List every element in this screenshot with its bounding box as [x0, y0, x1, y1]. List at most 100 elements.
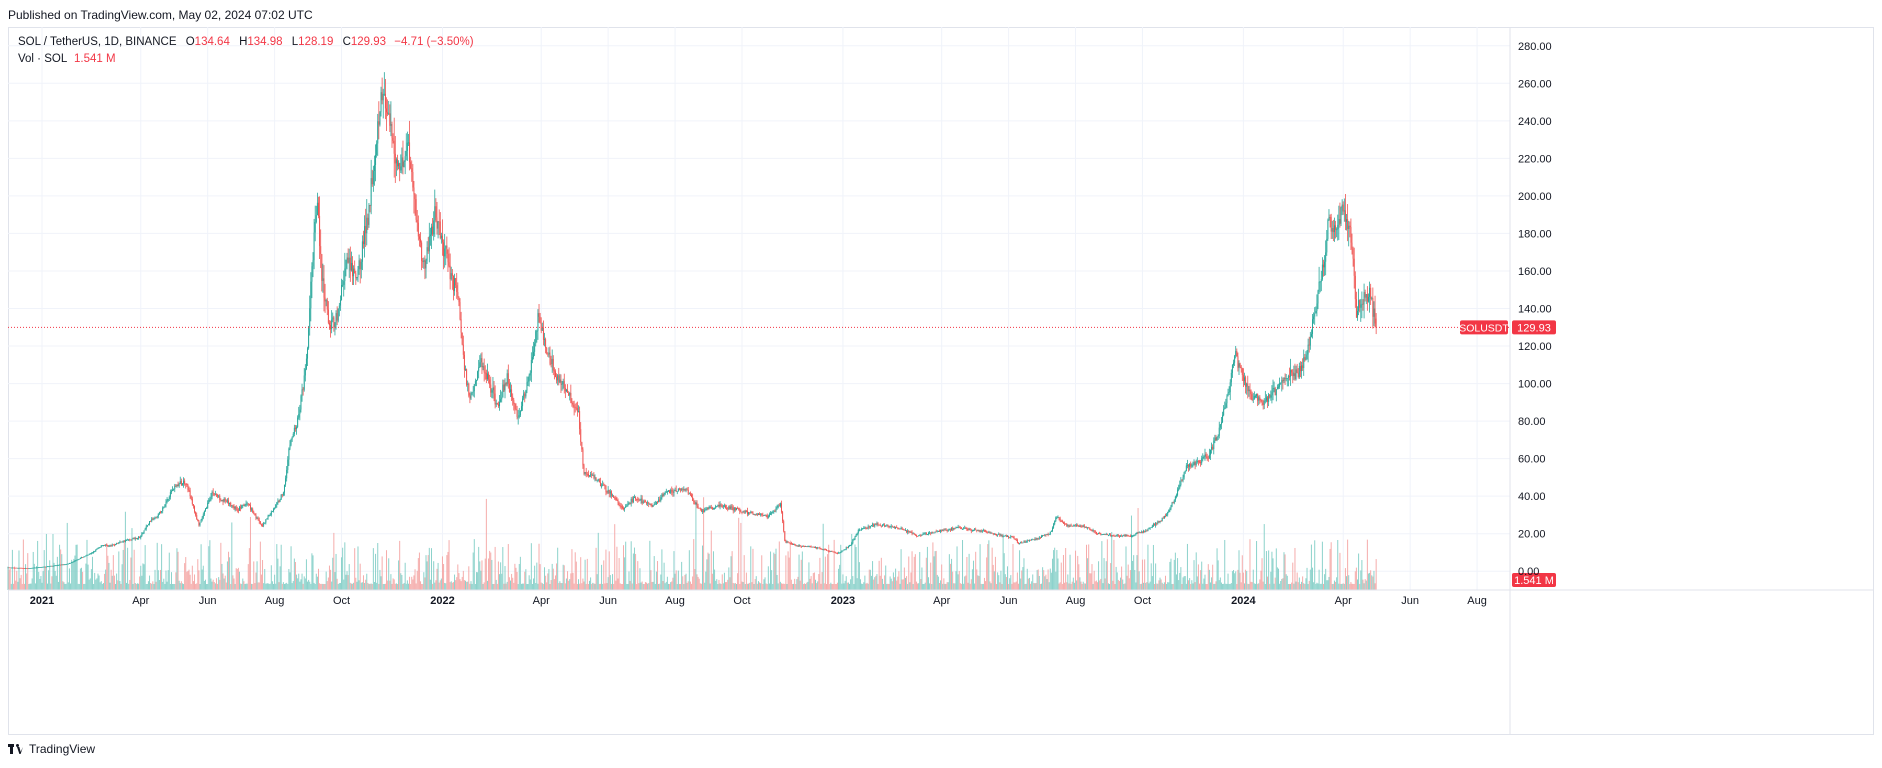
candle-body	[282, 492, 284, 496]
candle-body	[929, 532, 931, 534]
candle-body	[834, 552, 836, 553]
volume-bar	[996, 583, 998, 590]
candle-body	[23, 568, 25, 569]
legend-symbol[interactable]: SOL / TetherUS, 1D, BINANCE	[18, 36, 177, 48]
volume-bar	[632, 553, 634, 590]
volume-bar	[1090, 573, 1092, 590]
candle-body	[982, 530, 984, 532]
candle-body	[932, 532, 934, 533]
volume-bar	[770, 551, 772, 590]
candle-body	[406, 142, 408, 151]
volume-bar	[228, 551, 230, 590]
candle-body	[465, 369, 467, 370]
candle-body	[409, 142, 411, 163]
volume-bar	[626, 583, 628, 590]
candle-body	[957, 526, 959, 528]
candle-body	[996, 534, 998, 535]
volume-bar	[1302, 576, 1304, 590]
volume-bar	[1051, 558, 1053, 590]
volume-bar	[633, 547, 635, 590]
candle-body	[179, 480, 181, 484]
volume-bar	[378, 583, 380, 590]
legend-volume-label[interactable]: Vol · SOL	[18, 53, 67, 65]
volume-bar	[358, 580, 360, 590]
volume-bar	[511, 573, 513, 590]
candle-body	[1169, 508, 1171, 510]
candle-body	[1296, 369, 1298, 373]
candle-body	[357, 269, 359, 278]
volume-bar	[1077, 555, 1079, 590]
volume-bar	[944, 583, 946, 590]
volume-bar	[766, 583, 768, 590]
volume-bar	[122, 549, 124, 590]
candle-body	[217, 495, 219, 497]
candle-body	[94, 551, 96, 553]
candle-body	[971, 530, 973, 531]
candle-body	[616, 500, 618, 501]
candle-body	[564, 387, 566, 392]
volume-bar	[494, 546, 496, 590]
volume-bar	[125, 582, 127, 590]
volume-bar	[917, 583, 919, 590]
candle-body	[320, 246, 322, 255]
candle-body	[482, 366, 484, 368]
candle-body	[733, 507, 735, 511]
candle-body	[500, 399, 502, 402]
candle-body	[1326, 238, 1328, 253]
candle-body	[980, 530, 982, 532]
candle-body	[1312, 319, 1314, 334]
y-tick-label: 280.00	[1518, 41, 1552, 53]
candle-body	[262, 524, 264, 526]
volume-bar	[1372, 576, 1374, 590]
candle-body	[1130, 535, 1132, 537]
volume-bar	[483, 582, 485, 590]
candle-body	[184, 480, 186, 484]
volume-bar	[357, 546, 359, 590]
candle-body	[633, 497, 635, 499]
volume-bar	[1346, 576, 1348, 590]
candle-body	[1228, 392, 1230, 394]
volume-bar	[704, 582, 706, 590]
volume-bar	[629, 580, 631, 590]
candle-body	[1020, 542, 1022, 544]
volume-bar	[334, 572, 336, 590]
candle-body	[187, 484, 189, 490]
candle-body	[1140, 531, 1142, 533]
volume-bar	[309, 581, 311, 590]
volume-bar	[322, 583, 324, 590]
candle-body	[816, 547, 818, 549]
footer-brand[interactable]: TradingView	[29, 742, 96, 756]
candle-body	[625, 505, 627, 508]
candle-body	[391, 124, 393, 138]
volume-bar	[748, 583, 750, 590]
volume-bar	[275, 583, 277, 590]
volume-bar	[1288, 583, 1290, 590]
volume-bar	[320, 583, 322, 590]
candle-body	[78, 558, 80, 560]
candle-body	[416, 219, 418, 223]
x-tick-label: Apr	[1335, 595, 1352, 607]
candle-body	[1069, 525, 1071, 527]
volume-bar	[736, 583, 738, 590]
candle-body	[886, 525, 888, 527]
candle-body	[1021, 542, 1023, 543]
candle-body	[523, 393, 525, 399]
volume-bar	[884, 575, 886, 590]
volume-bar	[1121, 566, 1123, 590]
volume-bar	[489, 550, 491, 590]
volume-bar	[655, 571, 657, 590]
volume-bar	[55, 575, 57, 590]
volume-bar	[1061, 583, 1063, 590]
candle-body	[1179, 484, 1181, 489]
volume-bar	[1184, 576, 1186, 590]
volume-bar	[569, 579, 571, 590]
candle-body	[244, 505, 246, 507]
candle-body	[1060, 520, 1062, 522]
volume-bar	[445, 583, 447, 590]
volume-bar	[233, 578, 235, 590]
candle-body	[113, 544, 115, 546]
volume-bar	[338, 583, 340, 590]
volume-bar	[447, 551, 449, 590]
candle-body	[1162, 517, 1164, 519]
